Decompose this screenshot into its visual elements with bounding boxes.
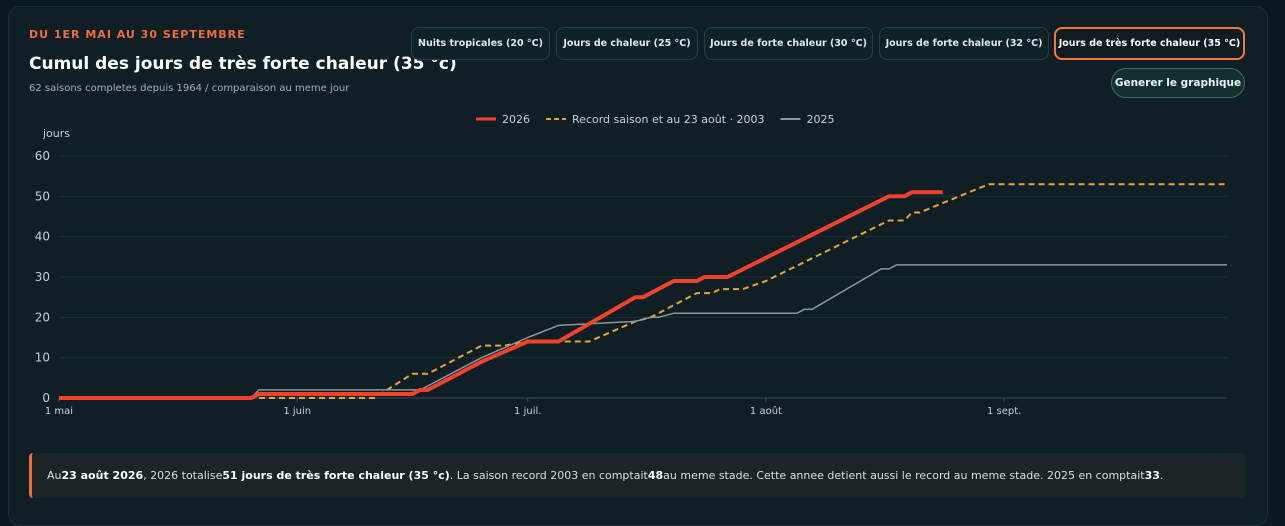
x-tick-label: 1 août: [750, 405, 782, 417]
cumulative-chart: 2026 Record saison et au 23 août · 2003 20…: [35, 113, 1227, 417]
x-tick-label: 1 sept.: [987, 406, 1021, 417]
summary-callout: Au 23 août 2026, 2026 totalise 51 jours …: [29, 453, 1245, 498]
chart-panel: [8, 6, 1268, 526]
summary-text-4: au meme stade. Cette annee detient aussi…: [663, 469, 1145, 482]
summary-count: 51 jours de très forte chaleur (35 °c): [222, 469, 450, 482]
tab-jours-chaleur-25[interactable]: Jours de chaleur (25 °C): [556, 27, 698, 60]
y-tick-label: 30: [35, 270, 50, 284]
x-tick-label: 1 juin: [283, 406, 311, 417]
series-line-0: [59, 190, 943, 400]
y-axis-label: jours: [42, 127, 70, 140]
x-axis-ticks: 1 mai 1 juin 1 juil. 1 août 1 sept.: [45, 398, 1021, 417]
summary-text-2: , 2026 totalise: [143, 469, 223, 482]
chart-series: [59, 183, 1227, 400]
generate-chart-button[interactable]: Generer le graphique: [1111, 68, 1245, 98]
legend-label-1: Record saison et au 23 août · 2003: [572, 113, 764, 126]
summary-text-3: . La saison record 2003 en comptait: [449, 469, 648, 482]
summary-text-1: Au: [47, 469, 62, 482]
tab-forte-chaleur-30[interactable]: Jours de forte chaleur (30 °C): [704, 27, 873, 60]
y-tick-label: 40: [35, 230, 50, 244]
page-subtitle: 62 saisons completes depuis 1964 / compa…: [29, 83, 350, 94]
y-tick-label: 0: [42, 391, 50, 405]
y-tick-label: 60: [35, 149, 50, 163]
summary-prev: 33: [1144, 469, 1160, 482]
summary-date: 23 août 2026: [61, 469, 144, 482]
summary-record: 48: [647, 469, 664, 482]
legend-label-2: 2025: [806, 113, 834, 126]
summary-text-5: .: [1159, 469, 1164, 482]
x-tick-label: 1 mai: [45, 406, 73, 417]
chart-grid: [59, 155, 1227, 399]
series-line-1: [59, 183, 1227, 399]
page-title: Cumul des jours de très forte chaleur (3…: [29, 54, 457, 74]
chart-legend: 2026 Record saison et au 23 août · 2003 20…: [476, 113, 834, 126]
y-tick-label: 50: [35, 189, 50, 203]
y-axis-ticks: 0 10 20 30 40 50 60: [35, 149, 50, 405]
x-tick-label: 1 juil.: [514, 406, 541, 417]
tab-forte-chaleur-32[interactable]: Jours de forte chaleur (32 °C): [879, 27, 1049, 60]
season-range: DU 1ER MAI AU 30 SEPTEMBRE: [29, 28, 246, 41]
legend-label-0: 2026: [502, 113, 530, 126]
tab-nuits-tropicales[interactable]: Nuits tropicales (20 °C): [411, 27, 550, 60]
series-line-2: [59, 264, 1227, 399]
y-tick-label: 10: [35, 351, 50, 365]
y-tick-label: 20: [35, 310, 50, 324]
tab-tres-forte-chaleur-35[interactable]: Jours de très forte chaleur (35 °C): [1054, 27, 1245, 60]
